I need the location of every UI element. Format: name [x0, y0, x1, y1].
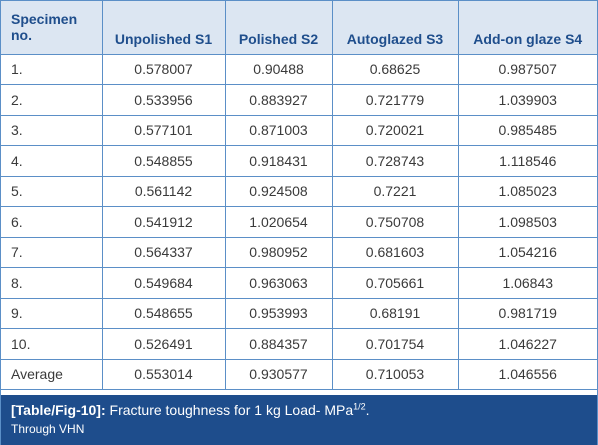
- caption-suffix: .: [365, 402, 370, 418]
- caption-text: Fracture toughness for 1 kg Load- MPa: [109, 402, 354, 418]
- caption-label: [Table/Fig-10]:: [11, 402, 106, 418]
- column-header-autoglazed: Autoglazed S3: [332, 1, 459, 55]
- column-header-line: no.: [11, 27, 32, 44]
- table-row: 10. 0.526491 0.884357 0.701754 1.046227: [1, 328, 597, 360]
- value-cell: 0.561142: [102, 176, 226, 207]
- table-row: 4. 0.548855 0.918431 0.728743 1.118546: [1, 145, 597, 177]
- value-cell: 0.981719: [458, 298, 597, 329]
- value-cell: 0.750708: [332, 206, 459, 238]
- column-header-specimen: Specimen no.: [1, 1, 103, 55]
- value-cell: 1.098503: [458, 206, 597, 238]
- fracture-toughness-table: Specimen no. Unpolished S1 Polished S2 A…: [1, 1, 597, 390]
- value-cell: 1.020654: [225, 206, 333, 238]
- table-row: 6. 0.541912 1.020654 0.750708 1.098503: [1, 206, 597, 238]
- column-header-line: Specimen: [11, 11, 78, 28]
- value-cell: 1.046556: [458, 359, 597, 390]
- value-cell: 0.963063: [225, 267, 333, 299]
- value-cell: 0.918431: [225, 145, 333, 177]
- value-cell: 1.046227: [458, 328, 597, 360]
- value-cell: 0.553014: [102, 359, 226, 390]
- specimen-cell: 2.: [1, 84, 103, 116]
- value-cell: 0.90488: [225, 54, 333, 85]
- value-cell: 0.924508: [225, 176, 333, 207]
- table-row: 8. 0.549684 0.963063 0.705661 1.06843: [1, 267, 597, 299]
- value-cell: 0.953993: [225, 298, 333, 329]
- value-cell: 0.980952: [225, 237, 333, 268]
- specimen-cell: 9.: [1, 298, 103, 329]
- value-cell: 1.039903: [458, 84, 597, 116]
- specimen-cell: 6.: [1, 206, 103, 238]
- column-header-add-on-glaze: Add-on glaze S4: [458, 1, 597, 55]
- specimen-cell: 7.: [1, 237, 103, 268]
- value-cell: 0.548655: [102, 298, 226, 329]
- specimen-cell: 4.: [1, 145, 103, 177]
- table-body: 1. 0.578007 0.90488 0.68625 0.987507 2. 0.5339…: [1, 54, 597, 390]
- table-row: 9. 0.548655 0.953993 0.68191 0.981719: [1, 298, 597, 329]
- column-header-polished: Polished S2: [225, 1, 333, 55]
- value-cell: 0.705661: [332, 267, 459, 299]
- table-row: 5. 0.561142 0.924508 0.7221 1.085023: [1, 176, 597, 207]
- value-cell: 0.884357: [225, 328, 333, 360]
- caption-subtext: Through VHN: [11, 422, 85, 436]
- value-cell: 0.564337: [102, 237, 226, 268]
- value-cell: 1.054216: [458, 237, 597, 268]
- value-cell: 0.681603: [332, 237, 459, 268]
- value-cell: 0.577101: [102, 115, 226, 146]
- table-row: 1. 0.578007 0.90488 0.68625 0.987507: [1, 54, 597, 85]
- table-header-row: Specimen no. Unpolished S1 Polished S2 A…: [1, 1, 597, 55]
- caption-line: [Table/Fig-10]: Fracture toughness for 1…: [11, 401, 587, 419]
- value-cell: 0.883927: [225, 84, 333, 116]
- value-cell: 0.548855: [102, 145, 226, 177]
- specimen-cell: 5.: [1, 176, 103, 207]
- value-cell: 0.871003: [225, 115, 333, 146]
- value-cell: 0.526491: [102, 328, 226, 360]
- value-cell: 0.987507: [458, 54, 597, 85]
- table-row: Average 0.553014 0.930577 0.710053 1.046556: [1, 359, 597, 390]
- caption-superscript: 1/2: [353, 401, 366, 412]
- value-cell: 0.721779: [332, 84, 459, 116]
- value-cell: 0.985485: [458, 115, 597, 146]
- table-row: 7. 0.564337 0.980952 0.681603 1.054216: [1, 237, 597, 268]
- table-row: 2. 0.533956 0.883927 0.721779 1.039903: [1, 84, 597, 116]
- value-cell: 0.541912: [102, 206, 226, 238]
- value-cell: 0.578007: [102, 54, 226, 85]
- table-row: 3. 0.577101 0.871003 0.720021 0.985485: [1, 115, 597, 146]
- specimen-cell: Average: [1, 359, 103, 390]
- value-cell: 0.533956: [102, 84, 226, 116]
- value-cell: 0.7221: [332, 176, 459, 207]
- specimen-cell: 1.: [1, 54, 103, 85]
- value-cell: 0.710053: [332, 359, 459, 390]
- value-cell: 0.720021: [332, 115, 459, 146]
- value-cell: 0.68625: [332, 54, 459, 85]
- value-cell: 0.549684: [102, 267, 226, 299]
- specimen-cell: 3.: [1, 115, 103, 146]
- specimen-cell: 8.: [1, 267, 103, 299]
- column-header-unpolished: Unpolished S1: [102, 1, 226, 55]
- value-cell: 1.085023: [458, 176, 597, 207]
- value-cell: 0.68191: [332, 298, 459, 329]
- value-cell: 1.06843: [458, 267, 597, 299]
- value-cell: 0.930577: [225, 359, 333, 390]
- value-cell: 0.728743: [332, 145, 459, 177]
- figure-caption: [Table/Fig-10]: Fracture toughness for 1…: [1, 395, 597, 445]
- value-cell: 1.118546: [458, 145, 597, 177]
- specimen-cell: 10.: [1, 328, 103, 360]
- value-cell: 0.701754: [332, 328, 459, 360]
